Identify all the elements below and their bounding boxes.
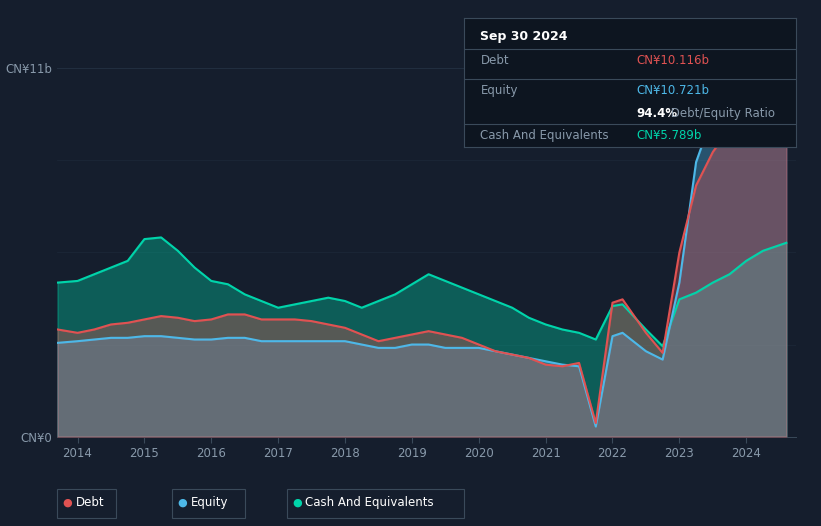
- Text: Debt: Debt: [480, 55, 509, 67]
- Text: Equity: Equity: [190, 497, 228, 509]
- Text: CN¥10.116b: CN¥10.116b: [637, 55, 710, 67]
- Text: CN¥5.789b: CN¥5.789b: [637, 129, 702, 142]
- Text: CN¥10.721b: CN¥10.721b: [637, 84, 710, 97]
- Text: Cash And Equivalents: Cash And Equivalents: [480, 129, 609, 142]
- Text: Cash And Equivalents: Cash And Equivalents: [305, 497, 434, 509]
- Text: ●: ●: [177, 498, 187, 508]
- Text: ●: ●: [62, 498, 72, 508]
- Text: ●: ●: [292, 498, 302, 508]
- Text: Debt/Equity Ratio: Debt/Equity Ratio: [637, 107, 775, 120]
- Text: Sep 30 2024: Sep 30 2024: [480, 30, 568, 43]
- Text: 94.4%: 94.4%: [637, 107, 678, 120]
- Text: Equity: Equity: [480, 84, 518, 97]
- Text: Debt: Debt: [76, 497, 104, 509]
